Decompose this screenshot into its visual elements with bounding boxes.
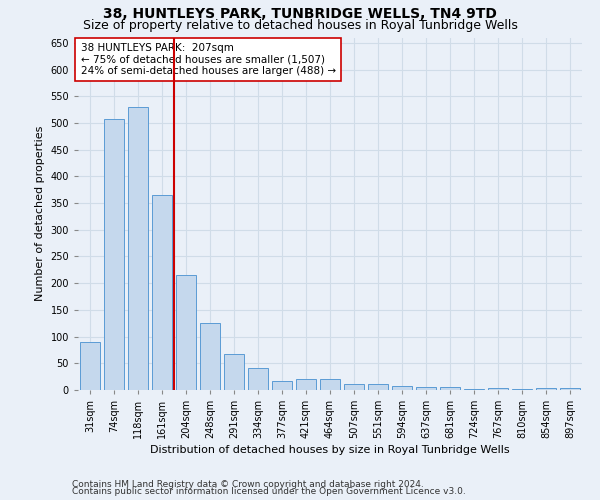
Bar	[392, 386, 412, 390]
Text: Contains HM Land Registry data © Crown copyright and database right 2024.: Contains HM Land Registry data © Crown c…	[72, 480, 424, 489]
Bar	[272, 381, 292, 390]
Bar	[200, 323, 220, 390]
Text: 38 HUNTLEYS PARK:  207sqm
← 75% of detached houses are smaller (1,507)
24% of se: 38 HUNTLEYS PARK: 207sqm ← 75% of detach…	[80, 43, 335, 76]
Bar	[152, 195, 172, 390]
Bar	[80, 342, 100, 390]
Y-axis label: Number of detached properties: Number of detached properties	[35, 126, 45, 302]
Text: Size of property relative to detached houses in Royal Tunbridge Wells: Size of property relative to detached ho…	[83, 18, 517, 32]
Text: Contains public sector information licensed under the Open Government Licence v3: Contains public sector information licen…	[72, 487, 466, 496]
Bar	[320, 380, 340, 390]
Bar	[176, 275, 196, 390]
X-axis label: Distribution of detached houses by size in Royal Tunbridge Wells: Distribution of detached houses by size …	[150, 446, 510, 456]
Bar	[440, 388, 460, 390]
Bar	[128, 107, 148, 390]
Bar	[296, 380, 316, 390]
Bar	[368, 384, 388, 390]
Bar	[104, 119, 124, 390]
Bar	[488, 388, 508, 390]
Bar	[224, 354, 244, 390]
Text: 38, HUNTLEYS PARK, TUNBRIDGE WELLS, TN4 9TD: 38, HUNTLEYS PARK, TUNBRIDGE WELLS, TN4 …	[103, 8, 497, 22]
Bar	[248, 368, 268, 390]
Bar	[536, 388, 556, 390]
Bar	[416, 388, 436, 390]
Bar	[560, 388, 580, 390]
Bar	[344, 384, 364, 390]
Bar	[464, 389, 484, 390]
